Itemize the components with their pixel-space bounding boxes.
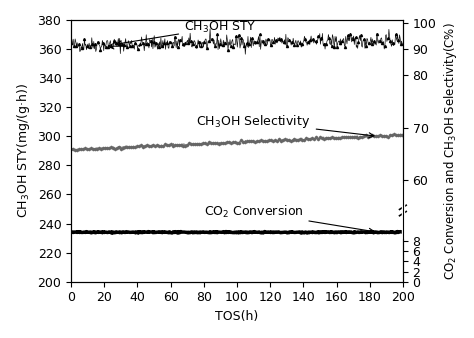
Text: CH$_3$OH Selectivity: CH$_3$OH Selectivity: [197, 113, 374, 138]
Text: CO$_2$ Conversion: CO$_2$ Conversion: [204, 204, 374, 233]
Bar: [402, 183, 404, 238]
Y-axis label: CH$_3$OH STY(mg/(g·h)): CH$_3$OH STY(mg/(g·h)): [15, 83, 32, 218]
Text: CH$_3$OH STY: CH$_3$OH STY: [117, 20, 257, 46]
Y-axis label: CO$_2$ Conversion and CH$_3$OH Selectivity(C%): CO$_2$ Conversion and CH$_3$OH Selectivi…: [442, 22, 459, 280]
X-axis label: TOS(h): TOS(h): [215, 310, 259, 323]
